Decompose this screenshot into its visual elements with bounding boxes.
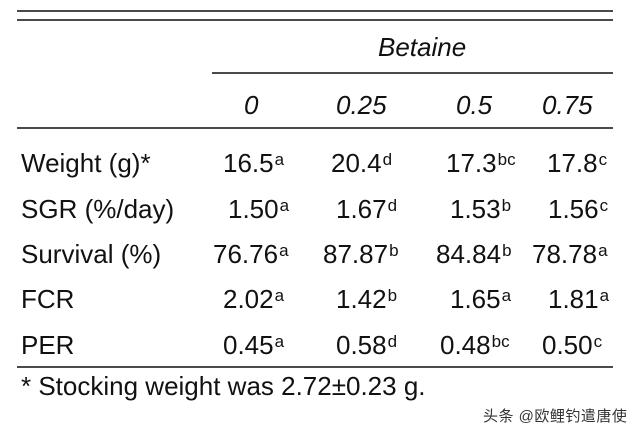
column-header-0.5: 0.5	[456, 90, 493, 120]
table-footnote: * Stocking weight was 2.72±0.23 g.	[21, 371, 426, 401]
header-bottom-rule	[17, 127, 613, 129]
table-cell: 0.58d	[336, 330, 398, 360]
row-label: FCR	[21, 284, 75, 314]
column-header-0: 0	[244, 90, 259, 120]
column-header-0.75: 0.75	[542, 90, 593, 120]
table-cell: 1.53b	[450, 194, 512, 224]
table-cell: 1.56c	[548, 194, 609, 224]
table-cell: 0.50c	[542, 330, 603, 360]
table-cell: 84.84b	[436, 239, 512, 269]
table-cell: 16.5a	[223, 148, 285, 178]
table-cell: 78.78a	[532, 239, 608, 269]
table-cell: 2.02a	[223, 284, 285, 314]
table-cell: 0.45a	[223, 330, 285, 360]
table-cell: 1.81a	[548, 284, 610, 314]
row-label: SGR (%/day)	[21, 194, 175, 224]
top-rule-1	[17, 10, 613, 12]
watermark: 头条 @欧鲤钓遣唐使	[483, 408, 628, 425]
table-cell: 20.4d	[331, 148, 393, 178]
table-cell: 1.50a	[228, 194, 290, 224]
table-cell: 1.67d	[336, 194, 398, 224]
table-bottom-rule	[17, 366, 613, 368]
table-cell: 17.3bc	[446, 148, 516, 178]
row-label: PER	[21, 330, 75, 360]
table-cell: 17.8c	[547, 148, 608, 178]
table-cell: 1.42b	[336, 284, 398, 314]
top-rule-2	[17, 19, 613, 21]
row-label: Survival (%)	[21, 239, 162, 269]
column-header-0.25: 0.25	[336, 90, 387, 120]
table-cell: 0.48bc	[440, 330, 510, 360]
group-header-underline	[212, 72, 613, 74]
row-label: Weight (g)*	[21, 148, 151, 178]
table-cell: 87.87b	[323, 239, 399, 269]
table-cell: 76.76a	[213, 239, 289, 269]
table-cell: 1.65a	[450, 284, 512, 314]
group-header-betaine: Betaine	[378, 32, 467, 62]
